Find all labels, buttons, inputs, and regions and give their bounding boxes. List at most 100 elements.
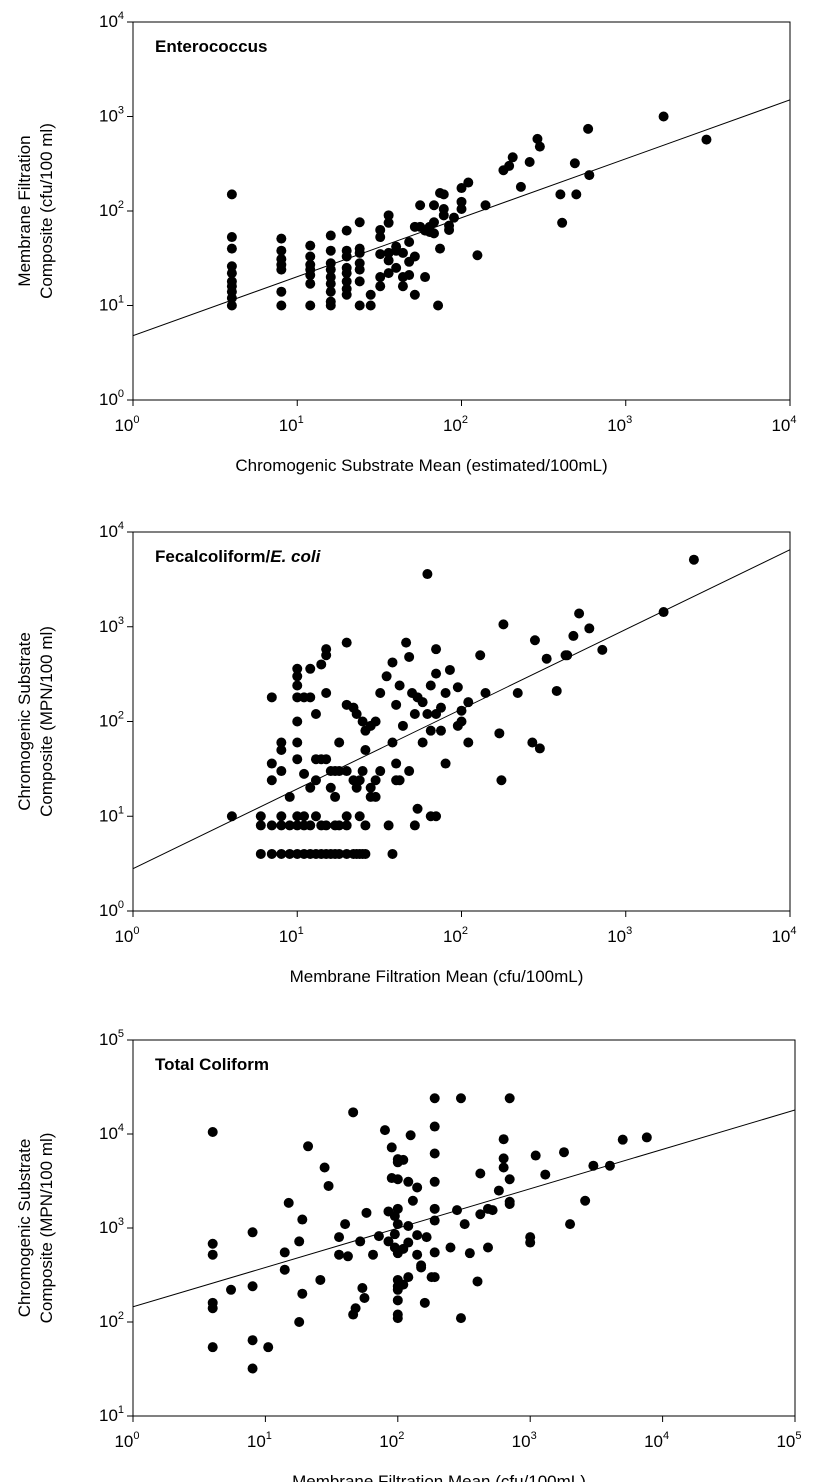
- data-point: [310, 708, 321, 719]
- data-point: [279, 1247, 290, 1258]
- x-tick-label: 102: [443, 925, 468, 946]
- data-point: [389, 1229, 400, 1240]
- data-point: [463, 177, 474, 188]
- data-point: [351, 782, 362, 793]
- data-point: [397, 720, 408, 731]
- data-point: [305, 692, 316, 703]
- data-point: [325, 230, 336, 241]
- data-point: [207, 1127, 218, 1138]
- data-point: [641, 1132, 652, 1143]
- data-point: [383, 210, 394, 221]
- data-point: [341, 766, 352, 777]
- data-point: [571, 189, 582, 200]
- y-tick-label: 104: [99, 1122, 124, 1143]
- data-point: [412, 1182, 423, 1193]
- y-axis-label-line-2: Composite (MPN/100 ml): [37, 1133, 56, 1324]
- data-point: [207, 1303, 218, 1314]
- data-point: [504, 1093, 515, 1104]
- data-point: [255, 848, 266, 859]
- y-axis-label-line-1: Chromogenic Substrate: [15, 632, 34, 811]
- data-point: [340, 1219, 351, 1230]
- data-point: [558, 1147, 569, 1158]
- data-point: [429, 1203, 440, 1214]
- data-point: [555, 189, 566, 200]
- data-point: [334, 737, 345, 748]
- data-point: [464, 1248, 475, 1259]
- data-point: [507, 152, 518, 163]
- data-point: [404, 270, 415, 281]
- data-point: [305, 270, 316, 281]
- data-point: [247, 1363, 258, 1374]
- data-point: [276, 233, 287, 244]
- data-point: [383, 1236, 394, 1247]
- data-point: [297, 1288, 308, 1299]
- data-point: [455, 1093, 466, 1104]
- data-point: [330, 791, 341, 802]
- y-tick-label: 103: [99, 105, 124, 126]
- data-point: [365, 782, 376, 793]
- data-point: [472, 1276, 483, 1287]
- data-point: [394, 680, 405, 691]
- data-point: [319, 1162, 330, 1173]
- data-point: [292, 680, 303, 691]
- data-point: [487, 1205, 498, 1216]
- data-point: [534, 743, 545, 754]
- data-point: [305, 782, 316, 793]
- data-point: [456, 183, 467, 194]
- data-point: [341, 637, 352, 648]
- data-point: [551, 685, 562, 696]
- x-axis-label: Chromogenic Substrate Mean (estimated/10…: [235, 456, 607, 475]
- data-point: [354, 775, 365, 786]
- data-point: [207, 1238, 218, 1249]
- y-tick-label: 103: [99, 1216, 124, 1237]
- data-point: [276, 766, 287, 777]
- data-point: [429, 1148, 440, 1159]
- data-point: [299, 768, 310, 779]
- data-point: [383, 255, 394, 266]
- data-point: [207, 1342, 218, 1353]
- data-point: [482, 1242, 493, 1253]
- data-point: [580, 1195, 591, 1206]
- data-point: [431, 644, 442, 655]
- data-point: [562, 650, 573, 661]
- y-axis-label-line-2: Composite (cfu/100 ml): [37, 123, 56, 299]
- data-point: [292, 671, 303, 682]
- y-tick-label: 102: [99, 710, 124, 731]
- data-point: [534, 141, 545, 152]
- data-point: [403, 1272, 414, 1283]
- data-point: [325, 286, 336, 297]
- x-tick-label: 102: [443, 414, 468, 435]
- data-point: [498, 619, 509, 630]
- data-point: [392, 1219, 403, 1230]
- data-point: [429, 1121, 440, 1132]
- data-point: [404, 236, 415, 247]
- data-point: [341, 251, 352, 262]
- data-point: [334, 1232, 345, 1243]
- data-point: [391, 699, 402, 710]
- data-point: [305, 820, 316, 831]
- data-point: [392, 1295, 403, 1306]
- data-point: [321, 754, 332, 765]
- data-point: [379, 1125, 390, 1136]
- data-point: [305, 278, 316, 289]
- data-point: [305, 240, 316, 251]
- data-point: [597, 644, 608, 655]
- data-point: [701, 134, 712, 145]
- data-point: [425, 725, 436, 736]
- x-tick-label: 104: [771, 414, 796, 435]
- data-point: [475, 1168, 486, 1179]
- data-point: [412, 1230, 423, 1241]
- data-point: [403, 1237, 414, 1248]
- data-point: [305, 300, 316, 311]
- data-point: [370, 791, 381, 802]
- data-point: [341, 268, 352, 279]
- data-point: [354, 276, 365, 287]
- data-point: [421, 1232, 432, 1243]
- data-point: [276, 264, 287, 275]
- data-point: [387, 737, 398, 748]
- data-point: [279, 1264, 290, 1275]
- x-tick-label: 102: [379, 1430, 404, 1451]
- data-point: [415, 200, 426, 211]
- data-point: [397, 281, 408, 292]
- data-point: [498, 1153, 509, 1164]
